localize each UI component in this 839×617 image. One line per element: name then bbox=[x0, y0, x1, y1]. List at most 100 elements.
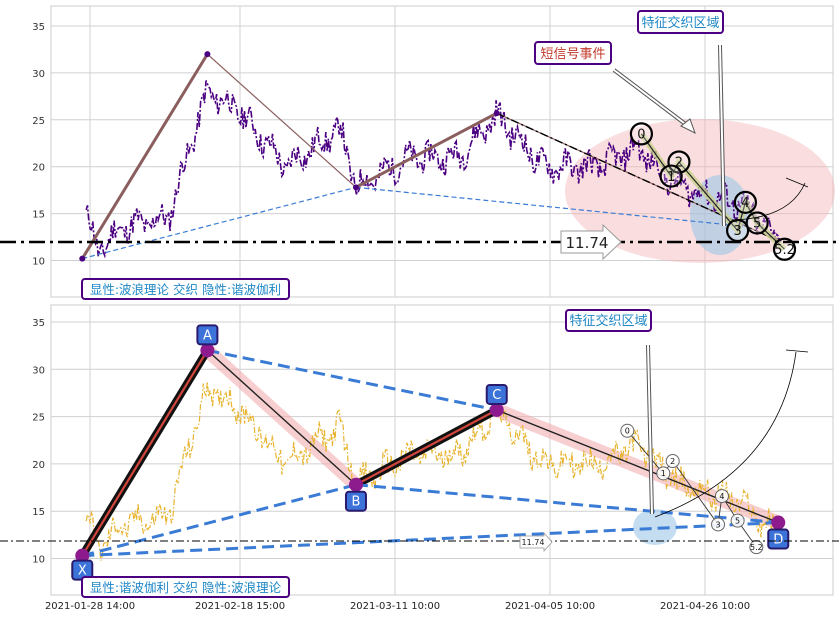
y-tick-label: 15 bbox=[32, 210, 45, 221]
pivot-dot bbox=[79, 255, 86, 262]
top-pattern-label: 显性:波浪理论 交织 隐性:谐波伽利 bbox=[90, 282, 281, 297]
marker-circle bbox=[711, 517, 726, 532]
y-tick-label: 25 bbox=[32, 116, 45, 127]
marker-label: 2 bbox=[670, 457, 675, 466]
wave-marker-2: 2 bbox=[667, 150, 691, 174]
bottom-zone-label: 特征交织区域 bbox=[569, 313, 647, 329]
bottom-zone-label-box: 特征交织区域 bbox=[565, 309, 652, 332]
marker-circle bbox=[667, 150, 691, 174]
marker-label: 3 bbox=[715, 520, 720, 529]
x-tick-label: 2021-04-05 10:00 bbox=[505, 601, 595, 612]
wave-marker-4: 4 bbox=[714, 489, 729, 504]
marker-circle bbox=[714, 489, 729, 504]
top-arc-curve bbox=[732, 182, 806, 221]
wave-leg bbox=[206, 53, 357, 188]
top-numbered-markers: 0 21 435 5.2 bbox=[629, 122, 797, 261]
top-zone-pointer bbox=[718, 44, 726, 227]
bottom-pattern-label: 显性:谐波伽利 交织 隐性:波浪理论 bbox=[90, 580, 282, 595]
y-tick-label: 30 bbox=[32, 69, 45, 80]
marker-label: 4 bbox=[741, 196, 749, 211]
x-tick-label: 2021-02-18 15:00 bbox=[195, 601, 285, 612]
top-support-label: 11.74 bbox=[560, 223, 622, 261]
bottom-harmonic-lines: X A B C D bbox=[71, 324, 790, 581]
wave-marker-2: 2 bbox=[665, 454, 680, 469]
marker-circle bbox=[772, 237, 797, 261]
wave-connector bbox=[355, 186, 749, 228]
pivot-dot bbox=[204, 51, 211, 58]
point-badge bbox=[767, 528, 790, 550]
y-tick-label: 25 bbox=[32, 413, 45, 424]
bottom-support-label: 11.74 bbox=[519, 531, 553, 553]
top-wave-lines bbox=[79, 51, 787, 262]
wave-marker-5.2: 5.2 bbox=[772, 237, 797, 261]
top-plot-frame bbox=[50, 5, 834, 298]
marker-label: 2 bbox=[675, 156, 683, 171]
wave-marker-5.2: 5.2 bbox=[749, 540, 764, 555]
harmonic-point-A: A bbox=[196, 324, 219, 358]
price-line bbox=[85, 381, 779, 561]
y-tick-label: 15 bbox=[32, 507, 45, 518]
bottom-grid bbox=[51, 305, 833, 595]
wave-leg bbox=[355, 111, 498, 189]
bottom-pattern-label-box: 显性:谐波伽利 交织 隐性:波浪理论 bbox=[81, 576, 290, 598]
marker-circle bbox=[733, 190, 758, 214]
point-dot bbox=[771, 515, 786, 530]
point-badge bbox=[485, 383, 508, 405]
top-pattern-label-box: 显性:波浪理论 交织 隐性:谐波伽利 bbox=[81, 278, 290, 300]
top-y-tick-labels: 10 15 20 25 30 35 bbox=[32, 22, 45, 268]
wave-connector bbox=[82, 186, 357, 260]
marker-circle bbox=[745, 211, 769, 235]
marker-label: 4 bbox=[719, 492, 724, 501]
marker-label: 5 bbox=[753, 217, 761, 232]
bottom-x-tick-labels: 2021-01-28 14:00 2021-02-18 15:00 2021-03-… bbox=[45, 601, 750, 612]
top-support-value: 11.74 bbox=[566, 234, 609, 252]
point-label: X bbox=[78, 564, 87, 579]
wave-marker-3: 3 bbox=[725, 218, 750, 243]
retrace-leg bbox=[496, 409, 779, 524]
marker-label: 5.2 bbox=[774, 243, 795, 258]
marker-label: 0 bbox=[637, 128, 645, 143]
bottom-support-value: 11.74 bbox=[522, 538, 545, 547]
y-tick-label: 20 bbox=[32, 163, 45, 174]
y-tick-label: 10 bbox=[32, 555, 45, 566]
marker-circle bbox=[620, 423, 635, 438]
top-signal-label: 短信号事件 bbox=[540, 47, 605, 62]
point-label: A bbox=[203, 328, 212, 343]
y-tick-label: 10 bbox=[32, 257, 45, 268]
harmonic-point-X: X bbox=[71, 548, 94, 581]
harmonic-connector bbox=[207, 348, 498, 412]
wave-marker-1: 1 bbox=[656, 466, 671, 481]
y-tick-label: 35 bbox=[32, 22, 45, 33]
top-arc-cap bbox=[785, 177, 809, 188]
point-badge bbox=[196, 324, 219, 346]
x-tick-label: 2021-04-26 10:00 bbox=[660, 601, 750, 612]
impulse-leg-core bbox=[355, 409, 498, 486]
x-tick-label: 2021-01-28 14:00 bbox=[45, 601, 135, 612]
marker-label: 5 bbox=[735, 517, 740, 526]
top-signal-arrow bbox=[612, 68, 696, 135]
x-tick-label: 2021-03-11 10:00 bbox=[350, 601, 440, 612]
y-tick-label: 35 bbox=[32, 318, 45, 329]
point-dot bbox=[489, 402, 504, 417]
wave-marker-3: 3 bbox=[711, 517, 726, 532]
marker-label: 1 bbox=[667, 170, 675, 185]
wave-marker-4: 4 bbox=[733, 190, 758, 214]
marker-label: 1 bbox=[661, 469, 666, 478]
harmonic-point-B: B bbox=[344, 477, 367, 512]
bottom-arc-cap bbox=[785, 349, 809, 353]
point-badge bbox=[344, 490, 367, 512]
harmonic-point-C: C bbox=[485, 383, 508, 417]
harmonic-connector bbox=[355, 483, 779, 525]
impulse-leg-core bbox=[81, 349, 209, 557]
marker-label: 5.2 bbox=[750, 543, 763, 552]
wave-leg bbox=[81, 53, 209, 260]
point-label: D bbox=[773, 533, 783, 548]
marker-label: 3 bbox=[733, 224, 741, 239]
wave-marker-5: 5 bbox=[730, 513, 745, 528]
harmonic-point-D: D bbox=[767, 515, 790, 550]
point-dot bbox=[75, 548, 90, 563]
bottom-numbered-markers: 0 21 4 3 5 5.2 bbox=[620, 423, 764, 555]
